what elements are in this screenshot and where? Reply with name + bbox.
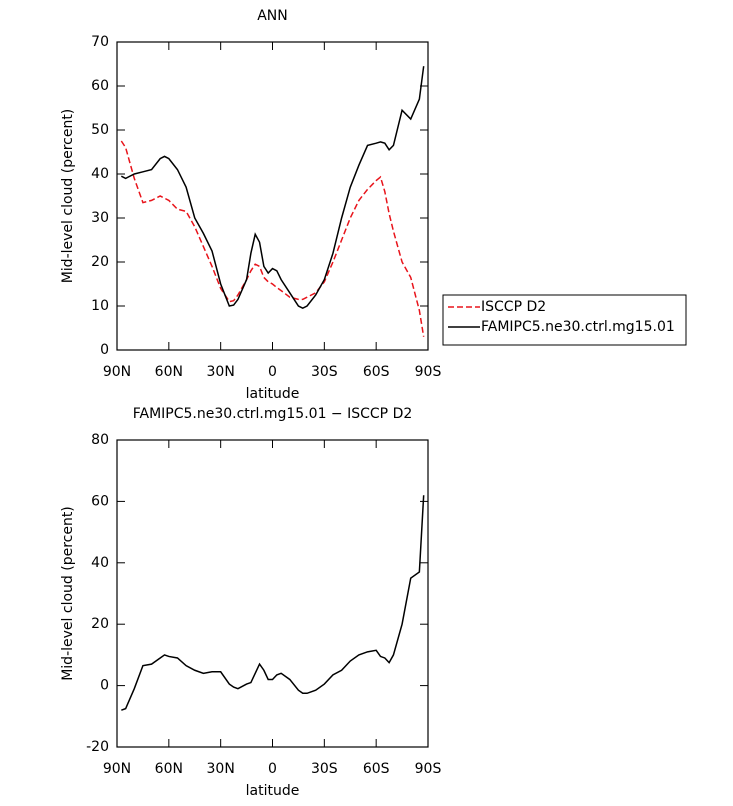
series-line xyxy=(120,66,425,310)
x-tick-label: 90S xyxy=(415,364,442,380)
x-tick-label: 90N xyxy=(103,364,131,380)
y-tick-label: -20 xyxy=(86,739,109,755)
x-axis-label: latitude xyxy=(246,386,300,402)
y-tick-label: 20 xyxy=(91,254,109,270)
y-tick-label: 70 xyxy=(91,34,109,50)
y-axis-label: Mid-level cloud (percent) xyxy=(60,109,76,284)
y-tick-label: 80 xyxy=(91,432,109,448)
chart-title: FAMIPC5.ne30.ctrl.mg15.01 − ISCCP D2 xyxy=(133,406,413,422)
x-tick-label: 0 xyxy=(268,761,277,777)
plot-frame xyxy=(116,439,429,748)
x-tick-label: 90S xyxy=(415,761,442,777)
y-axis-label: Mid-level cloud (percent) xyxy=(60,506,76,681)
y-tick-label: 40 xyxy=(91,555,109,571)
y-tick-label: 30 xyxy=(91,210,109,226)
legend-label: FAMIPC5.ne30.ctrl.mg15.01 xyxy=(481,319,675,335)
y-tick-label: 20 xyxy=(91,616,109,632)
x-tick-label: 60N xyxy=(155,761,183,777)
y-tick-label: 0 xyxy=(100,678,109,694)
x-axis-label: latitude xyxy=(246,783,300,799)
chart-title: ANN xyxy=(257,8,288,24)
y-tick-label: 50 xyxy=(91,122,109,138)
plot-frame xyxy=(116,41,429,351)
x-tick-label: 60S xyxy=(363,761,390,777)
series-line xyxy=(120,140,425,337)
y-tick-label: 40 xyxy=(91,166,109,182)
y-tick-label: 60 xyxy=(91,493,109,509)
x-tick-label: 30N xyxy=(207,364,235,380)
y-tick-label: 60 xyxy=(91,78,109,94)
legend-label: ISCCP D2 xyxy=(481,299,546,315)
x-tick-label: 0 xyxy=(268,364,277,380)
x-tick-label: 30N xyxy=(207,761,235,777)
x-tick-label: 60S xyxy=(363,364,390,380)
x-tick-label: 30S xyxy=(311,761,338,777)
series-line xyxy=(121,495,425,711)
x-tick-label: 30S xyxy=(311,364,338,380)
legend-box xyxy=(442,294,687,346)
x-tick-label: 60N xyxy=(155,364,183,380)
y-tick-label: 10 xyxy=(91,298,109,314)
y-tick-label: 0 xyxy=(100,342,109,358)
x-tick-label: 90N xyxy=(103,761,131,777)
